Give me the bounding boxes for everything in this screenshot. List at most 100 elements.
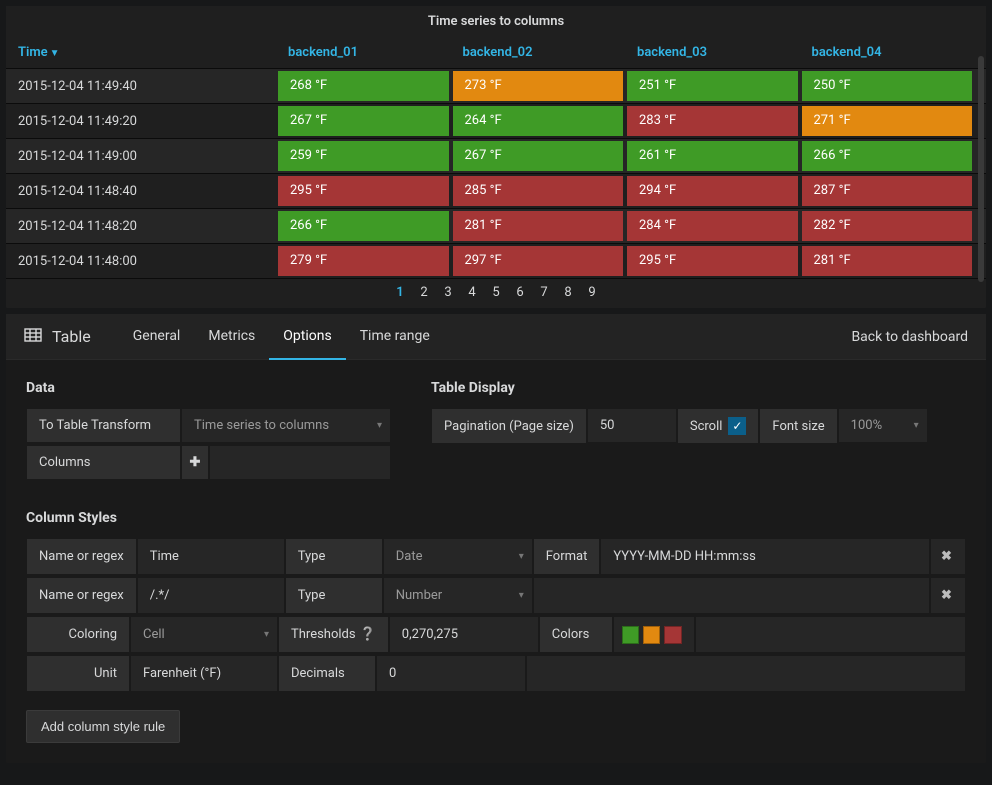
value-cell: 251 °F — [627, 71, 798, 101]
value-cell: 259 °F — [278, 141, 449, 171]
decimals-label: Decimals — [278, 655, 376, 692]
page-link[interactable]: 1 — [388, 285, 412, 300]
value-cell: 279 °F — [278, 246, 449, 276]
table-row: 2015-12-04 11:49:00259 °F267 °F261 °F266… — [6, 139, 986, 174]
value-cell: 271 °F — [802, 106, 973, 136]
fontsize-label: Font size — [759, 408, 837, 444]
unit-label: Unit — [26, 655, 130, 692]
editor-tab[interactable]: Time range — [346, 314, 444, 360]
name-regex-input[interactable] — [137, 538, 285, 575]
transform-select[interactable]: Time series to columns — [181, 408, 391, 443]
scroll-label: Scroll ✓ — [677, 408, 760, 444]
back-to-dashboard-link[interactable]: Back to dashboard — [851, 329, 968, 345]
column-header[interactable]: backend_04 — [800, 37, 975, 69]
column-header[interactable]: backend_01 — [276, 37, 451, 69]
value-cell: 250 °F — [802, 71, 973, 101]
color-swatches[interactable] — [613, 616, 695, 653]
page-link[interactable]: 2 — [412, 285, 436, 300]
data-heading: Data — [26, 380, 391, 396]
editor-title: Table — [52, 327, 91, 346]
thresholds-label: Thresholds ❔ — [278, 616, 389, 653]
color-swatch[interactable] — [622, 626, 639, 644]
page-link[interactable]: 6 — [508, 285, 532, 300]
scroll-checkbox[interactable]: ✓ — [728, 417, 746, 435]
format-label: Format — [533, 538, 601, 575]
value-cell: 297 °F — [453, 246, 624, 276]
close-icon: ✖ — [941, 549, 952, 564]
value-cell: 266 °F — [802, 141, 973, 171]
data-section: Data To Table Transform Time series to c… — [26, 380, 391, 482]
value-cell: 261 °F — [627, 141, 798, 171]
scrollbar-thumb[interactable] — [978, 56, 984, 282]
value-cell: 285 °F — [453, 176, 624, 206]
pagination: 123456789 — [6, 279, 986, 308]
value-cell: 295 °F — [278, 176, 449, 206]
table-icon — [24, 328, 42, 346]
value-cell: 287 °F — [802, 176, 973, 206]
time-cell: 2015-12-04 11:48:00 — [6, 246, 276, 277]
column-header[interactable]: backend_02 — [451, 37, 626, 69]
delete-rule-button[interactable]: ✖ — [930, 538, 966, 575]
time-cell: 2015-12-04 11:48:20 — [6, 211, 276, 242]
columns-input[interactable] — [209, 445, 391, 480]
format-input[interactable] — [600, 538, 930, 575]
value-cell: 282 °F — [802, 211, 973, 241]
value-cell: 281 °F — [802, 246, 973, 276]
close-icon: ✖ — [941, 588, 952, 603]
name-regex-label: Name or regex — [26, 538, 137, 575]
page-link[interactable]: 9 — [580, 285, 604, 300]
display-section: Table Display Pagination (Page size) Scr… — [431, 380, 928, 482]
value-cell: 264 °F — [453, 106, 624, 136]
panel-title: Time series to columns — [6, 6, 986, 37]
value-cell: 266 °F — [278, 211, 449, 241]
value-cell: 268 °F — [278, 71, 449, 101]
styles-heading: Column Styles — [26, 510, 966, 526]
filler — [695, 616, 966, 653]
table-row: 2015-12-04 11:48:20266 °F281 °F284 °F282… — [6, 209, 986, 244]
style-rule-row: Coloring Cell Thresholds ❔ Colors — [26, 616, 966, 653]
value-cell: 267 °F — [453, 141, 624, 171]
color-swatch[interactable] — [643, 626, 660, 644]
table-row: 2015-12-04 11:49:20267 °F264 °F283 °F271… — [6, 104, 986, 139]
editor-tab[interactable]: Options — [269, 314, 345, 360]
help-icon[interactable]: ❔ — [360, 627, 376, 642]
time-cell: 2015-12-04 11:48:40 — [6, 176, 276, 207]
colors-label: Colors — [539, 616, 613, 653]
unit-input[interactable] — [130, 655, 278, 692]
plus-icon: ✚ — [190, 455, 201, 470]
type-select[interactable]: Date — [383, 538, 533, 575]
page-link[interactable]: 5 — [484, 285, 508, 300]
columns-label: Columns — [26, 445, 181, 480]
coloring-select[interactable]: Cell — [130, 616, 278, 653]
transform-label: To Table Transform — [26, 408, 181, 443]
editor-header: Table GeneralMetricsOptionsTime range Ba… — [6, 314, 986, 360]
table-row: 2015-12-04 11:48:00279 °F297 °F295 °F281… — [6, 244, 986, 279]
value-cell: 267 °F — [278, 106, 449, 136]
page-link[interactable]: 7 — [532, 285, 556, 300]
page-link[interactable]: 4 — [460, 285, 484, 300]
page-link[interactable]: 8 — [556, 285, 580, 300]
add-style-rule-button[interactable]: Add column style rule — [26, 710, 180, 743]
value-cell: 283 °F — [627, 106, 798, 136]
decimals-input[interactable] — [376, 655, 526, 692]
fontsize-select[interactable]: 100% — [838, 408, 928, 443]
value-cell: 294 °F — [627, 176, 798, 206]
editor-tab[interactable]: General — [119, 314, 195, 360]
color-swatch[interactable] — [664, 626, 681, 644]
coloring-label: Coloring — [26, 616, 130, 653]
editor-tab[interactable]: Metrics — [194, 314, 269, 360]
column-header[interactable]: Time▼ — [6, 37, 276, 69]
delete-rule-button[interactable]: ✖ — [930, 577, 966, 614]
add-column-button[interactable]: ✚ — [181, 445, 209, 480]
panel-editor: Table GeneralMetricsOptionsTime range Ba… — [6, 314, 986, 763]
time-cell: 2015-12-04 11:49:20 — [6, 106, 276, 137]
thresholds-input[interactable] — [389, 616, 539, 653]
type-select[interactable]: Number — [383, 577, 533, 614]
pagination-input[interactable] — [587, 408, 677, 443]
value-cell: 281 °F — [453, 211, 624, 241]
display-heading: Table Display — [431, 380, 928, 396]
data-table: Time▼backend_01backend_02backend_03backe… — [6, 37, 986, 279]
column-header[interactable]: backend_03 — [625, 37, 800, 69]
page-link[interactable]: 3 — [436, 285, 460, 300]
name-regex-input[interactable] — [137, 577, 285, 614]
